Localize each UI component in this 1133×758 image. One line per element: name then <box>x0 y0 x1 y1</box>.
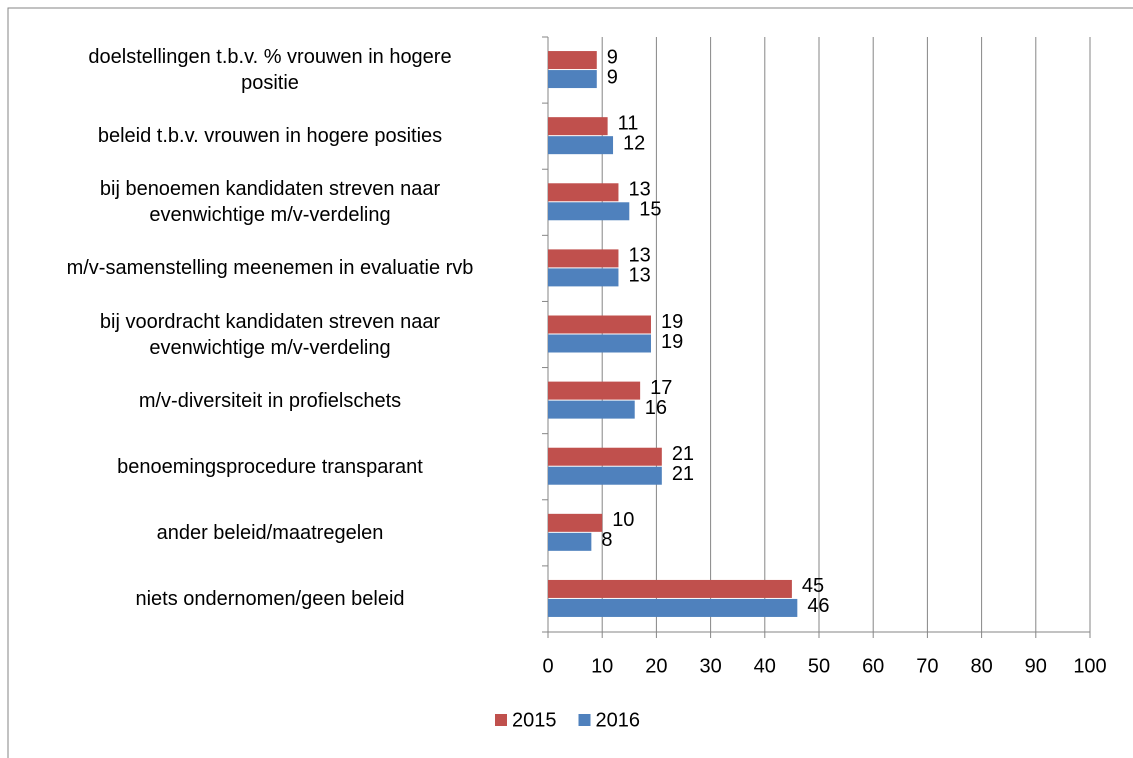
data-label: 9 <box>607 46 618 68</box>
data-label: 11 <box>618 112 639 134</box>
data-label: 45 <box>802 575 824 597</box>
data-label: 8 <box>601 529 612 551</box>
category-label: benoemingsprocedure transparant <box>117 455 423 478</box>
category-label: ander beleid/maatregelen <box>156 521 384 544</box>
x-tick-label: 10 <box>591 655 613 677</box>
bar <box>548 136 614 155</box>
legend-swatch <box>578 714 591 726</box>
data-label: 10 <box>612 509 634 531</box>
bar <box>548 466 662 485</box>
category-label: bij benoemen kandidaten streven naar eve… <box>99 178 441 227</box>
bar <box>548 70 597 89</box>
category-label: m/v-samenstelling meenemen in evaluatie … <box>66 257 474 280</box>
data-label: 17 <box>650 377 672 399</box>
bar <box>548 513 603 532</box>
bar <box>548 315 651 334</box>
data-label: 19 <box>661 311 683 333</box>
category-label: beleid t.b.v. vrouwen in hogere posities <box>97 125 443 148</box>
x-tick-label: 20 <box>645 655 667 677</box>
legend-label: 2016 <box>596 709 641 731</box>
chart-border <box>7 7 1133 758</box>
category-label: doelstellingen t.b.v. % vrouwen in hoger… <box>88 46 452 95</box>
bar <box>548 249 619 268</box>
bar <box>548 268 619 287</box>
category-label: m/v-diversiteit in profielschets <box>138 389 402 412</box>
data-label: 21 <box>672 443 694 465</box>
data-label: 9 <box>607 66 618 88</box>
x-tick-label: 80 <box>970 655 992 677</box>
data-label: 13 <box>628 265 650 287</box>
data-label: 46 <box>807 595 829 617</box>
data-label: 21 <box>672 463 694 485</box>
bar <box>548 400 635 419</box>
data-label: 15 <box>639 199 661 221</box>
x-tick-label: 40 <box>754 655 776 677</box>
bar <box>548 51 597 70</box>
x-tick-label: 0 <box>542 655 553 677</box>
x-tick-label: 70 <box>916 655 938 677</box>
bar <box>548 447 662 466</box>
bar <box>548 598 798 617</box>
bar <box>548 202 630 221</box>
bar <box>548 532 592 551</box>
legend-label: 2015 <box>512 709 557 731</box>
x-tick-label: 50 <box>808 655 830 677</box>
x-tick-label: 60 <box>862 655 884 677</box>
category-label: niets ondernomen/geen beleid <box>135 587 405 610</box>
data-label: 13 <box>628 245 650 267</box>
bar <box>548 117 608 136</box>
category-label: bij voordracht kandidaten streven naar e… <box>99 310 441 359</box>
bar <box>548 381 641 400</box>
x-tick-label: 90 <box>1025 655 1047 677</box>
data-label: 16 <box>645 397 667 419</box>
bar <box>548 183 619 202</box>
data-label: 13 <box>628 179 650 201</box>
data-label: 19 <box>661 331 683 353</box>
legend-swatch <box>495 714 507 726</box>
data-label: 12 <box>623 132 645 154</box>
bar <box>548 334 651 353</box>
bar <box>548 579 792 598</box>
x-tick-label: 30 <box>699 655 721 677</box>
x-tick-label: 100 <box>1073 655 1106 677</box>
